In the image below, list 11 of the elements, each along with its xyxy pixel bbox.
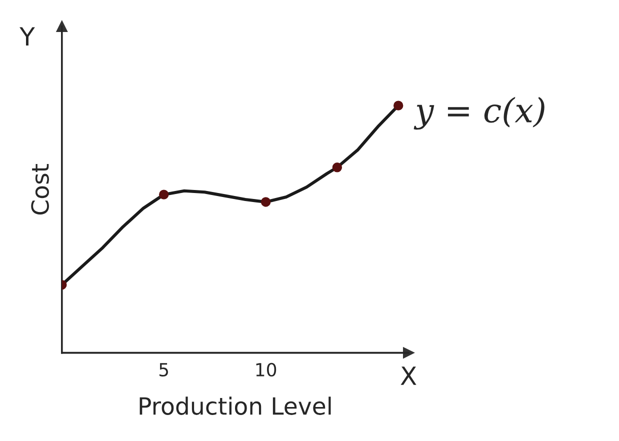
point — [393, 100, 404, 110]
x-axis-title: Production Level — [140, 396, 331, 415]
text: Y — [20, 27, 35, 46]
point — [332, 162, 342, 172]
x-tick-label: 10 — [256, 362, 276, 376]
point — [260, 197, 271, 207]
x-tick-label: 5 — [160, 363, 168, 376]
text: X — [400, 366, 416, 385]
point — [158, 190, 169, 200]
y-axis-title: Cost — [31, 164, 49, 215]
annotation: y = c(x) — [414, 96, 544, 130]
